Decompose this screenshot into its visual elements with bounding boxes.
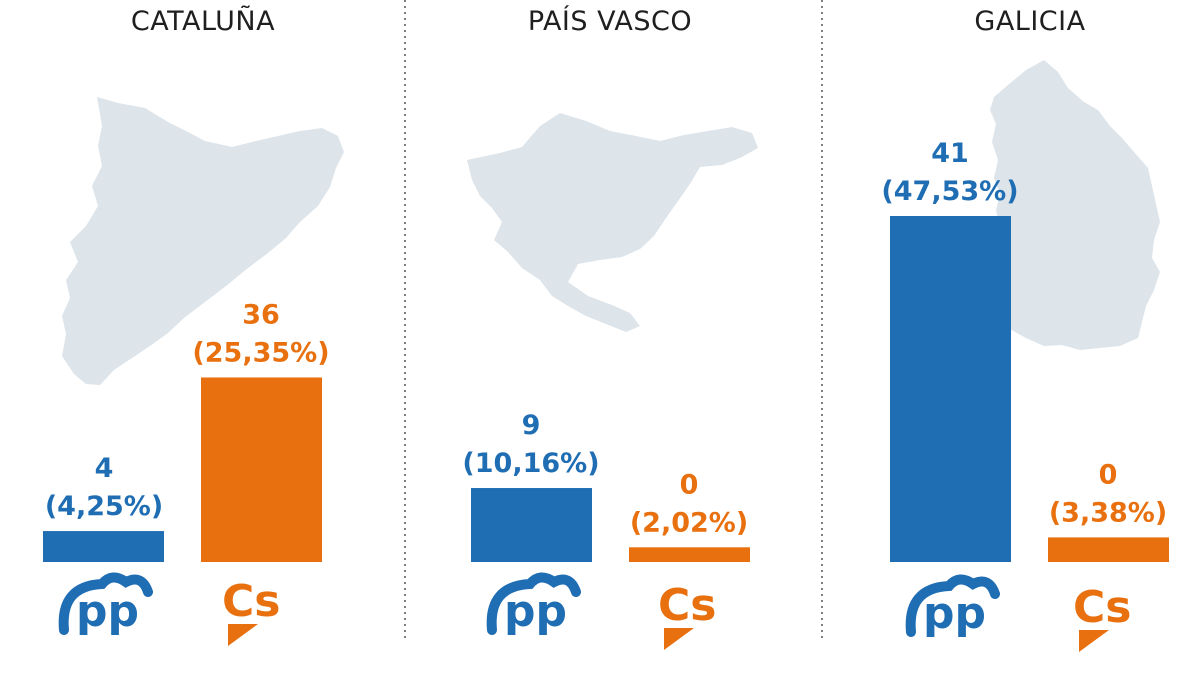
svg-text:pp: pp	[504, 586, 567, 637]
bar-cs-galicia	[1048, 537, 1169, 562]
cs-logo-pais-vasco: Cs	[658, 580, 716, 650]
galicia-map-icon	[990, 60, 1160, 350]
pais-vasco-map-icon	[467, 113, 758, 332]
pct-label-cs-cataluna: (25,35%)	[192, 337, 329, 368]
region-title-galicia: GALICIA	[974, 6, 1085, 37]
seats-label-cs-galicia: 0	[1099, 459, 1118, 490]
seats-label-pp-pais-vasco: 9	[522, 410, 541, 441]
svg-text:Cs: Cs	[1073, 582, 1131, 633]
svg-text:Cs: Cs	[658, 580, 716, 631]
svg-text:Cs: Cs	[222, 576, 280, 627]
bar-cs-cataluna	[201, 377, 322, 562]
pct-label-cs-galicia: (3,38%)	[1049, 497, 1167, 528]
svg-text:pp: pp	[76, 586, 139, 637]
pp-logo-cataluna: pp	[58, 572, 153, 637]
bar-pp-pais-vasco	[471, 488, 592, 562]
bar-pp-galicia	[890, 216, 1011, 562]
svg-text:pp: pp	[923, 588, 986, 639]
region-title-pais-vasco: PAÍS VASCO	[528, 5, 692, 37]
seats-label-cs-pais-vasco: 0	[680, 469, 699, 500]
cs-logo-cataluna: Cs	[222, 576, 280, 646]
pct-label-pp-galicia: (47,53%)	[881, 176, 1018, 207]
seats-label-cs-cataluna: 36	[242, 299, 280, 330]
seats-label-pp-cataluna: 4	[95, 453, 114, 484]
pct-label-pp-cataluna: (4,25%)	[45, 491, 163, 522]
pct-label-pp-pais-vasco: (10,16%)	[462, 448, 599, 479]
pct-label-cs-pais-vasco: (2,02%)	[630, 507, 748, 538]
cataluna-map-icon	[62, 97, 344, 385]
bar-pp-cataluna	[43, 531, 164, 562]
pp-logo-galicia: pp	[905, 574, 1000, 639]
bar-cs-pais-vasco	[629, 547, 750, 562]
seats-label-pp-galicia: 41	[931, 138, 969, 169]
cs-logo-galicia: Cs	[1073, 582, 1131, 652]
region-title-cataluna: CATALUÑA	[131, 5, 275, 37]
pp-logo-pais-vasco: pp	[486, 572, 581, 637]
